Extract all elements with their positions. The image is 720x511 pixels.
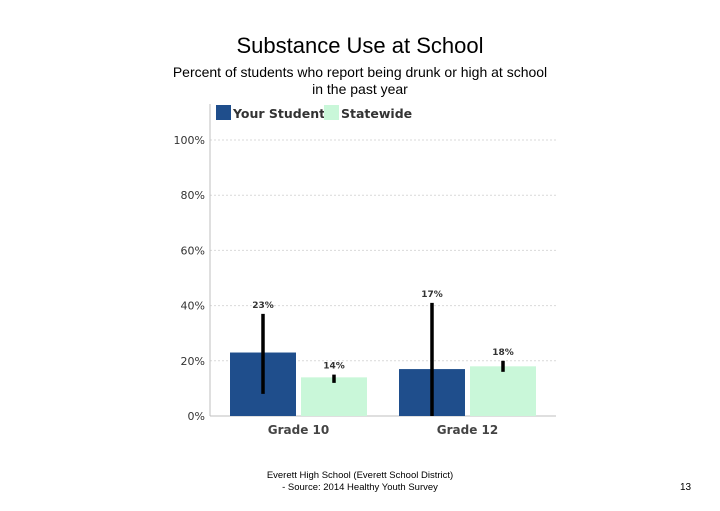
footer-line-1: Everett High School (Everett School Dist… — [266, 470, 454, 481]
x-tick-label: Grade 10 — [268, 423, 329, 437]
bar-chart: 0% 20% 40% 60% 80% 100% Your Students Statewide… — [174, 104, 556, 437]
data-label: 17% — [421, 290, 443, 300]
x-tick-label: Grade 12 — [437, 423, 498, 437]
y-tick-label: 0% — [188, 410, 205, 423]
legend-swatch — [216, 105, 231, 120]
bar — [301, 377, 367, 416]
y-tick-label: 40% — [181, 300, 205, 313]
chart-subtitle: Percent of students who report being dru… — [140, 64, 580, 98]
footer-source: Everett High School (Everett School Dist… — [220, 470, 500, 494]
page-number: 13 — [680, 482, 692, 493]
y-tick-label: 20% — [181, 355, 205, 368]
y-tick-label: 60% — [181, 244, 205, 257]
footer-line-2: - Source: 2014 Healthy Youth Survey — [282, 482, 438, 493]
bar — [470, 366, 536, 416]
legend-label: Your Students — [232, 106, 333, 121]
legend-label: Statewide — [341, 106, 412, 121]
data-label: 18% — [492, 348, 514, 358]
y-tick-label: 100% — [174, 134, 205, 147]
data-label: 14% — [323, 362, 345, 372]
data-label: 23% — [252, 301, 274, 311]
chart-title: Substance Use at School — [236, 33, 484, 58]
legend-swatch — [324, 105, 339, 120]
subtitle-line-1: Percent of students who report being dru… — [172, 64, 548, 80]
subtitle-line-2: in the past year — [312, 81, 408, 97]
y-tick-label: 80% — [181, 189, 205, 202]
